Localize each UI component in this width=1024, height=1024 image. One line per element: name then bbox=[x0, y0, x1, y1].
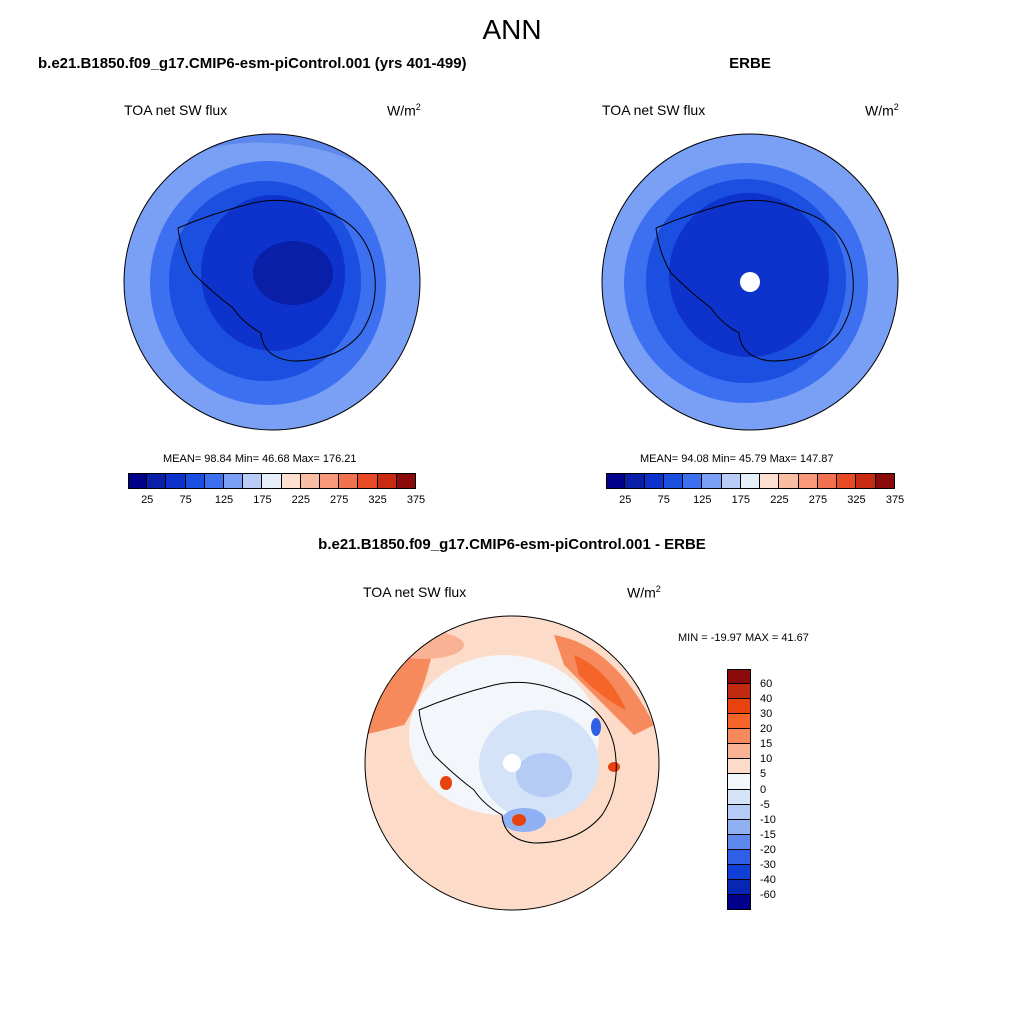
obs-units-label: W/m2 bbox=[865, 102, 899, 119]
colorbar-swatch bbox=[396, 473, 416, 489]
colorbar-tick-label: 40 bbox=[760, 693, 773, 706]
colorbar-swatch bbox=[727, 684, 751, 700]
colorbar-tick-label: 30 bbox=[760, 708, 773, 721]
colorbar-tick-label: 75 bbox=[657, 494, 670, 506]
colorbar-swatch bbox=[837, 473, 857, 489]
colorbar-swatch bbox=[224, 473, 244, 489]
obs-panel-title: ERBE bbox=[729, 55, 771, 72]
colorbar-tick-label: 15 bbox=[760, 738, 773, 751]
colorbar-tick-label: 5 bbox=[760, 768, 767, 781]
colorbar-swatch bbox=[262, 473, 282, 489]
colorbar-tick-label: 225 bbox=[770, 494, 789, 506]
colorbar-swatch bbox=[721, 473, 741, 489]
case-colorbar-ticks: 25 75 125 175 225 275 325 375 bbox=[128, 494, 425, 508]
colorbar-tick-label: 225 bbox=[291, 494, 310, 506]
colorbar-tick-label: 375 bbox=[885, 494, 905, 506]
colorbar-swatch bbox=[727, 729, 751, 745]
colorbar-swatch bbox=[817, 473, 838, 489]
obs-variable-label: TOA net SW flux bbox=[602, 102, 706, 118]
diff-min-max: MIN = -19.97 MAX = 41.67 bbox=[678, 632, 809, 644]
colorbar-swatch bbox=[727, 864, 751, 880]
colorbar-swatch bbox=[147, 473, 167, 489]
colorbar-swatch bbox=[727, 804, 751, 820]
colorbar-swatch bbox=[760, 473, 780, 489]
colorbar-swatch bbox=[625, 473, 645, 489]
obs-stats: MEAN= 94.08 Min= 45.79 Max= 147.87 bbox=[640, 453, 834, 465]
colorbar-swatch bbox=[727, 744, 751, 760]
case-units-label: W/m2 bbox=[387, 102, 421, 119]
colorbar-tick-label: 325 bbox=[368, 494, 387, 506]
colorbar-tick-label: 275 bbox=[808, 494, 828, 506]
colorbar-swatch bbox=[185, 473, 205, 489]
colorbar-tick-label: 175 bbox=[253, 494, 272, 506]
colorbar-swatch bbox=[856, 473, 876, 489]
diff-polar-map bbox=[364, 615, 660, 911]
case-polar-map bbox=[123, 133, 421, 431]
colorbar-swatch bbox=[702, 473, 722, 489]
colorbar-swatch bbox=[339, 473, 359, 489]
obs-polar-map bbox=[601, 133, 899, 431]
colorbar-tick-label: -5 bbox=[760, 798, 770, 811]
case-stats: MEAN= 98.84 Min= 46.68 Max= 176.21 bbox=[163, 453, 357, 465]
figure-title: ANN bbox=[482, 14, 542, 45]
colorbar-swatch bbox=[727, 834, 751, 850]
case-colorbar bbox=[128, 473, 416, 489]
colorbar-swatch bbox=[243, 473, 263, 489]
diff-colorbar bbox=[727, 669, 751, 910]
diff-colorbar-ticks: 60 40 30 20 15 10 5 0 -5 -10 -15 -20 -30 -40 -60 bbox=[760, 669, 800, 910]
colorbar-tick-label: -40 bbox=[760, 873, 776, 886]
colorbar-swatch bbox=[727, 819, 751, 835]
obs-colorbar-ticks: 25 75 125 175 225 275 325 375 bbox=[606, 494, 904, 508]
colorbar-swatch bbox=[727, 714, 751, 730]
colorbar-swatch bbox=[683, 473, 703, 489]
colorbar-tick-label: 375 bbox=[406, 494, 426, 506]
colorbar-swatch bbox=[606, 473, 626, 489]
colorbar-swatch bbox=[644, 473, 664, 489]
colorbar-swatch bbox=[727, 894, 751, 910]
colorbar-swatch bbox=[779, 473, 799, 489]
colorbar-swatch bbox=[281, 473, 301, 489]
colorbar-tick-label: 75 bbox=[179, 494, 192, 506]
colorbar-swatch bbox=[727, 669, 751, 685]
colorbar-swatch bbox=[377, 473, 397, 489]
colorbar-swatch bbox=[204, 473, 224, 489]
colorbar-tick-label: -30 bbox=[760, 858, 776, 871]
colorbar-tick-label: 0 bbox=[760, 783, 767, 796]
colorbar-tick-label: 60 bbox=[760, 678, 773, 691]
colorbar-tick-label: 25 bbox=[619, 494, 632, 506]
case-variable-label: TOA net SW flux bbox=[124, 102, 228, 118]
colorbar-swatch bbox=[300, 473, 320, 489]
colorbar-swatch bbox=[358, 473, 378, 489]
colorbar-swatch bbox=[166, 473, 186, 489]
colorbar-swatch bbox=[320, 473, 340, 489]
colorbar-swatch bbox=[663, 473, 684, 489]
diff-variable-label: TOA net SW flux bbox=[363, 584, 467, 600]
diff-units-label: W/m2 bbox=[627, 584, 661, 601]
diff-panel-title: b.e21.B1850.f09_g17.CMIP6-esm-piControl.… bbox=[318, 536, 706, 553]
colorbar-swatch bbox=[727, 774, 751, 790]
colorbar-tick-label: 175 bbox=[731, 494, 751, 506]
colorbar-tick-label: -20 bbox=[760, 843, 776, 856]
colorbar-tick-label: 25 bbox=[141, 494, 154, 506]
colorbar-swatch bbox=[727, 759, 751, 775]
colorbar-swatch bbox=[727, 879, 751, 895]
colorbar-swatch bbox=[798, 473, 818, 489]
colorbar-tick-label: 325 bbox=[847, 494, 866, 506]
colorbar-swatch bbox=[727, 699, 751, 715]
colorbar-swatch bbox=[740, 473, 761, 489]
case-panel-title: b.e21.B1850.f09_g17.CMIP6-esm-piControl.… bbox=[38, 55, 467, 72]
colorbar-tick-label: 125 bbox=[693, 494, 712, 506]
colorbar-tick-label: -15 bbox=[760, 828, 776, 841]
colorbar-tick-label: 20 bbox=[760, 723, 773, 736]
colorbar-tick-label: 10 bbox=[760, 753, 773, 766]
colorbar-tick-label: -10 bbox=[760, 813, 776, 826]
colorbar-swatch bbox=[727, 789, 751, 805]
colorbar-tick-label: 275 bbox=[330, 494, 349, 506]
colorbar-tick-label: -60 bbox=[760, 888, 776, 901]
colorbar-swatch bbox=[875, 473, 895, 489]
obs-colorbar bbox=[606, 473, 895, 489]
colorbar-swatch bbox=[727, 849, 751, 865]
colorbar-tick-label: 125 bbox=[214, 494, 234, 506]
colorbar-swatch bbox=[128, 473, 148, 489]
